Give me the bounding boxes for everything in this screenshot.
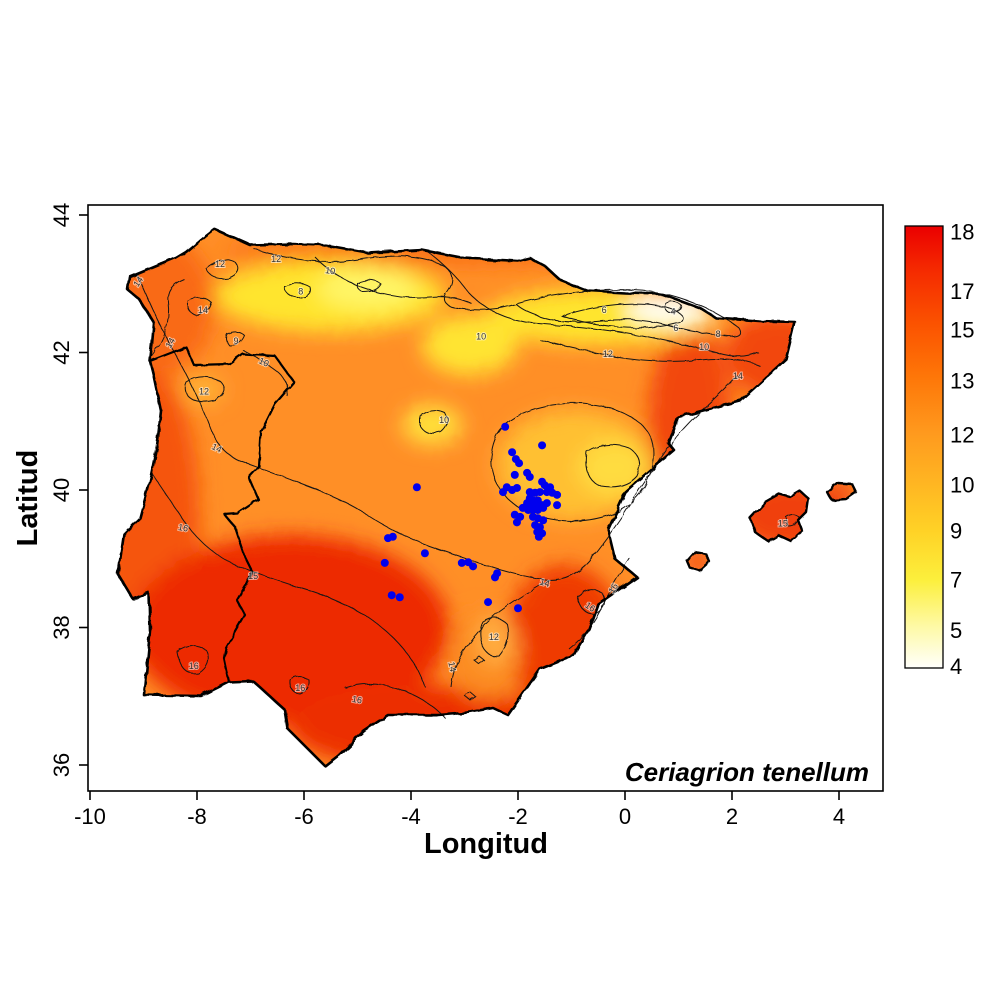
plot-frame <box>87 204 884 792</box>
menorca-outline <box>825 481 858 502</box>
occurrence-point <box>515 459 524 468</box>
y-tick-label: 36 <box>49 753 74 777</box>
colorbar-tick-label: 12 <box>950 423 974 448</box>
contour-value-label: 10 <box>325 265 336 276</box>
contour-value-label: 16 <box>295 683 305 693</box>
occurrence-point <box>512 518 521 527</box>
occurrence-point <box>457 558 466 567</box>
x-tick-label: -8 <box>187 804 207 829</box>
mallorca-outline <box>748 489 810 543</box>
contour-value-label: 12 <box>215 259 225 269</box>
occurrence-point <box>420 549 429 558</box>
occurrence-point <box>553 490 562 499</box>
occurrence-point <box>383 534 392 543</box>
y-axis-title: Latitud <box>12 450 44 547</box>
occurrence-point <box>499 488 508 497</box>
occurrence-point <box>539 516 548 525</box>
contour-value-label: 15 <box>778 519 788 529</box>
x-tick-label: -4 <box>401 804 421 829</box>
occurrence-point <box>525 472 534 481</box>
y-tick-label: 38 <box>49 615 74 639</box>
contour-value-label: 12 <box>489 632 499 642</box>
x-tick-label: 0 <box>619 804 631 829</box>
occurrence-points <box>380 422 562 613</box>
contour-value-label: 15 <box>248 571 258 581</box>
x-tick-label: 2 <box>726 804 738 829</box>
x-axis-ticks: -10 -8 -6 -4 -2 0 2 4 <box>74 791 845 829</box>
occurrence-point <box>412 483 421 492</box>
occurrence-point <box>514 604 522 613</box>
iberia-coastline <box>116 227 797 768</box>
map-panel <box>116 227 858 768</box>
occurrence-point <box>539 503 548 512</box>
occurrence-point <box>469 562 478 571</box>
contour-value-label: 14 <box>446 661 458 673</box>
colorbar-tick-label: 18 <box>950 219 974 244</box>
occurrence-point <box>501 422 510 431</box>
occurrence-point <box>510 470 519 479</box>
contour-value-label: 14 <box>198 305 208 315</box>
ibiza-outline <box>685 550 712 573</box>
colorbar-tick-label: 5 <box>950 618 962 643</box>
contour-value-label: 16 <box>177 522 189 534</box>
contour-value-label: 10 <box>699 342 709 352</box>
occurrence-point <box>508 448 517 457</box>
y-axis-ticks: 36 38 40 42 44 <box>49 203 88 777</box>
colorbar-tick-label: 15 <box>950 317 974 342</box>
occurrence-point <box>387 591 396 600</box>
contour-value-label: 9 <box>234 336 239 346</box>
contour-value-label: 12 <box>199 387 209 397</box>
occurrence-point <box>535 488 544 497</box>
occurrence-point <box>534 532 543 541</box>
portugal-spain-border <box>149 345 296 683</box>
y-tick-label: 40 <box>49 478 74 502</box>
colorbar-tick-label: 9 <box>950 519 962 544</box>
colorbar-tick-label: 4 <box>950 654 962 679</box>
occurrence-point <box>490 573 499 582</box>
occurrence-point <box>484 598 493 607</box>
contour-value-label: 4 <box>671 306 676 316</box>
colorbar-tick-label: 17 <box>950 279 974 304</box>
colorbar-tick-label: 13 <box>950 368 974 393</box>
contour-value-label: 8 <box>298 286 303 296</box>
contour-value-label: 14 <box>733 371 743 381</box>
colorbar-tick-label: 10 <box>950 473 974 498</box>
y-tick-label: 44 <box>49 203 74 227</box>
contour-value-label: 12 <box>271 254 281 264</box>
contour-value-label: 10 <box>439 415 449 425</box>
colorbar-gradient <box>904 225 944 669</box>
x-axis-title: Longitud <box>424 828 548 860</box>
occurrence-point <box>538 441 547 450</box>
x-tick-label: -2 <box>508 804 528 829</box>
contour-value-label: 16 <box>189 661 199 671</box>
contour-value-label: 14 <box>539 577 551 589</box>
colorbar-tick-label: 7 <box>950 568 962 593</box>
species-annotation: Ceriagrion tenellum <box>625 757 869 787</box>
contour-value-label: 16 <box>351 694 363 706</box>
y-tick-label: 42 <box>49 340 74 364</box>
occurrence-point <box>553 501 562 510</box>
colorbar-labels: 18 17 15 13 12 10 9 7 5 4 <box>950 219 974 678</box>
contour-value-label: 6 <box>602 305 607 315</box>
occurrence-point <box>512 483 521 492</box>
contour-value-label: 8 <box>716 329 721 339</box>
contour-value-label: 10 <box>476 332 486 342</box>
x-tick-label: 4 <box>833 804 845 829</box>
occurrence-point <box>395 593 404 602</box>
x-tick-label: -10 <box>74 804 106 829</box>
occurrence-point <box>380 558 389 567</box>
x-tick-label: -6 <box>294 804 314 829</box>
contour-value-label: 12 <box>603 349 613 359</box>
contour-value-label: 6 <box>673 323 678 333</box>
